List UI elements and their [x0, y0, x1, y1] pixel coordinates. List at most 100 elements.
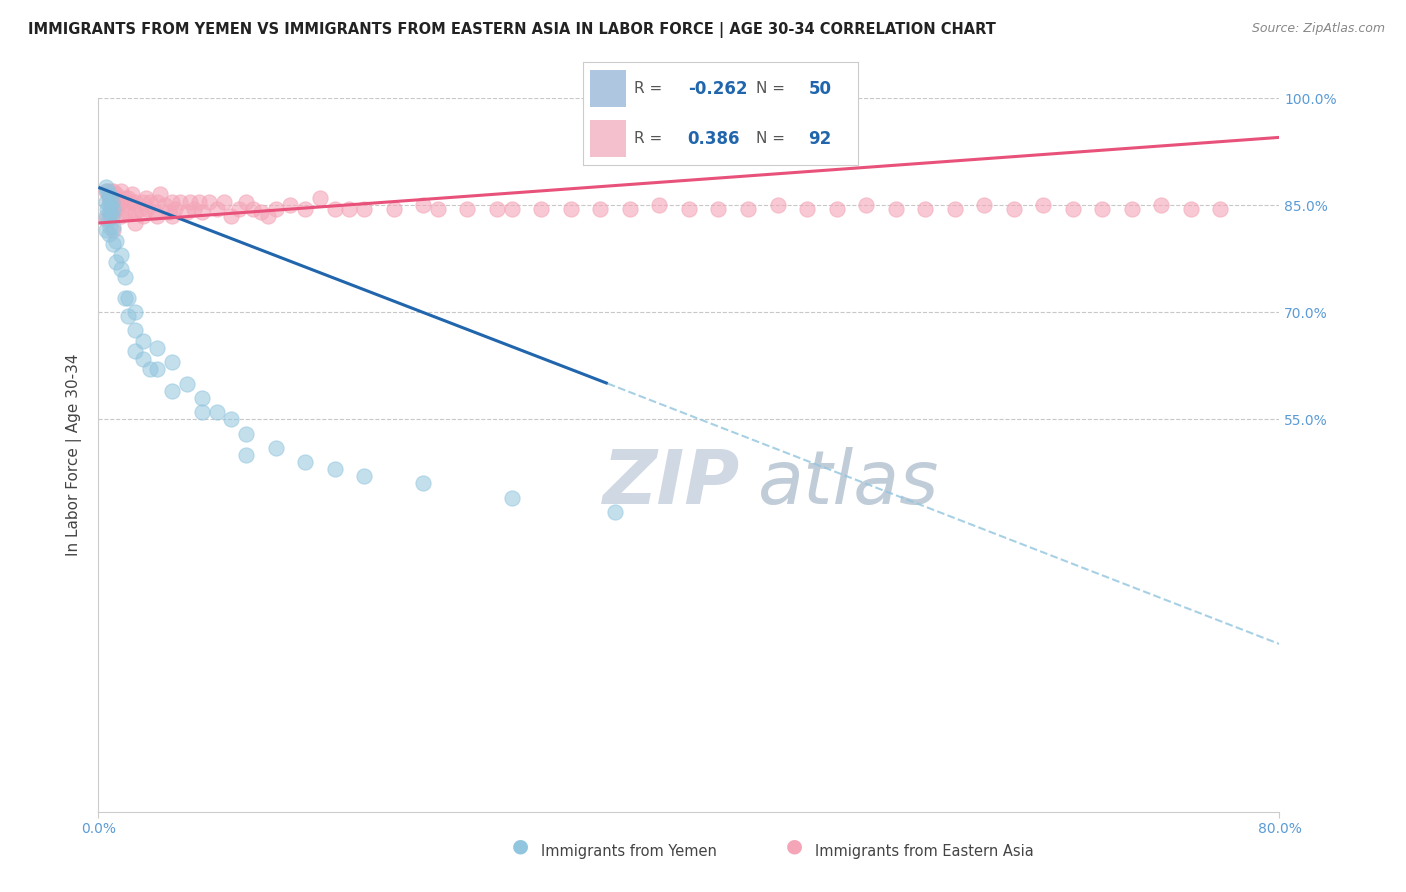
Point — [117, 205, 139, 219]
Point — [1091, 202, 1114, 216]
Point — [103, 194, 125, 209]
Point — [124, 305, 146, 319]
Text: 50: 50 — [808, 79, 831, 97]
Point — [124, 216, 146, 230]
Point — [132, 194, 155, 209]
Point — [176, 205, 198, 219]
Point — [1032, 198, 1054, 212]
Point — [264, 202, 287, 216]
Text: N =: N = — [756, 131, 790, 146]
Point — [796, 202, 818, 216]
Point — [139, 362, 162, 376]
Point — [176, 376, 198, 391]
Point — [98, 209, 121, 223]
Point — [456, 202, 478, 216]
Point — [205, 405, 228, 419]
Text: 0.386: 0.386 — [688, 130, 740, 148]
Point — [124, 205, 146, 219]
Point — [153, 198, 176, 212]
Point — [105, 255, 128, 269]
Point — [105, 234, 128, 248]
Point — [353, 469, 375, 483]
Point — [212, 194, 235, 209]
Point — [198, 194, 221, 209]
Point — [103, 223, 125, 237]
Point — [114, 191, 136, 205]
Text: Immigrants from Eastern Asia: Immigrants from Eastern Asia — [815, 845, 1035, 859]
Text: Immigrants from Yemen: Immigrants from Yemen — [541, 845, 717, 859]
Point — [94, 223, 117, 237]
Point — [110, 194, 132, 209]
Text: ZIP: ZIP — [603, 447, 740, 520]
Point — [97, 212, 120, 227]
Point — [94, 180, 117, 194]
Point — [294, 455, 316, 469]
Point — [191, 205, 214, 219]
Point — [149, 187, 172, 202]
Point — [94, 212, 117, 227]
Point — [114, 291, 136, 305]
Point — [98, 194, 121, 209]
Point — [619, 202, 641, 216]
Y-axis label: In Labor Force | Age 30-34: In Labor Force | Age 30-34 — [66, 353, 83, 557]
Point — [1180, 202, 1202, 216]
Point — [162, 384, 183, 398]
Point — [235, 194, 257, 209]
Point — [219, 209, 242, 223]
Point — [117, 309, 139, 323]
Text: R =: R = — [634, 81, 668, 96]
Point — [219, 412, 242, 426]
Point — [100, 209, 122, 223]
Point — [124, 344, 146, 359]
Point — [124, 323, 146, 337]
Point — [973, 198, 995, 212]
Point — [1062, 202, 1084, 216]
Point — [117, 291, 139, 305]
Bar — [591, 70, 626, 107]
Point — [257, 209, 280, 223]
Point — [103, 205, 125, 219]
Point — [157, 205, 180, 219]
Point — [165, 202, 187, 216]
Point — [943, 202, 966, 216]
Point — [412, 198, 434, 212]
Point — [1121, 202, 1143, 216]
Point — [884, 202, 907, 216]
Point — [191, 391, 214, 405]
Point — [382, 202, 405, 216]
Point — [501, 202, 523, 216]
Point — [242, 202, 264, 216]
Point — [139, 194, 162, 209]
Point — [103, 202, 125, 216]
Point — [146, 194, 169, 209]
Point — [323, 202, 346, 216]
Point — [114, 205, 136, 219]
Point — [678, 202, 700, 216]
Point — [103, 219, 125, 234]
Bar — [591, 120, 626, 157]
Point — [169, 194, 191, 209]
Point — [121, 187, 143, 202]
Point — [94, 209, 117, 223]
Point — [110, 184, 132, 198]
Point — [501, 491, 523, 505]
Point — [98, 191, 121, 205]
Point — [132, 351, 155, 366]
Point — [146, 209, 169, 223]
Point — [110, 209, 132, 223]
Point — [110, 248, 132, 262]
Point — [179, 194, 201, 209]
Point — [98, 184, 121, 198]
Text: 92: 92 — [808, 130, 831, 148]
Point — [117, 191, 139, 205]
Text: -0.262: -0.262 — [688, 79, 747, 97]
Point — [228, 202, 250, 216]
Point — [309, 191, 332, 205]
Point — [97, 191, 120, 205]
Point — [707, 202, 730, 216]
Text: atlas: atlas — [758, 448, 939, 519]
Point — [114, 269, 136, 284]
Point — [183, 202, 205, 216]
Point — [427, 202, 450, 216]
Point — [648, 198, 671, 212]
